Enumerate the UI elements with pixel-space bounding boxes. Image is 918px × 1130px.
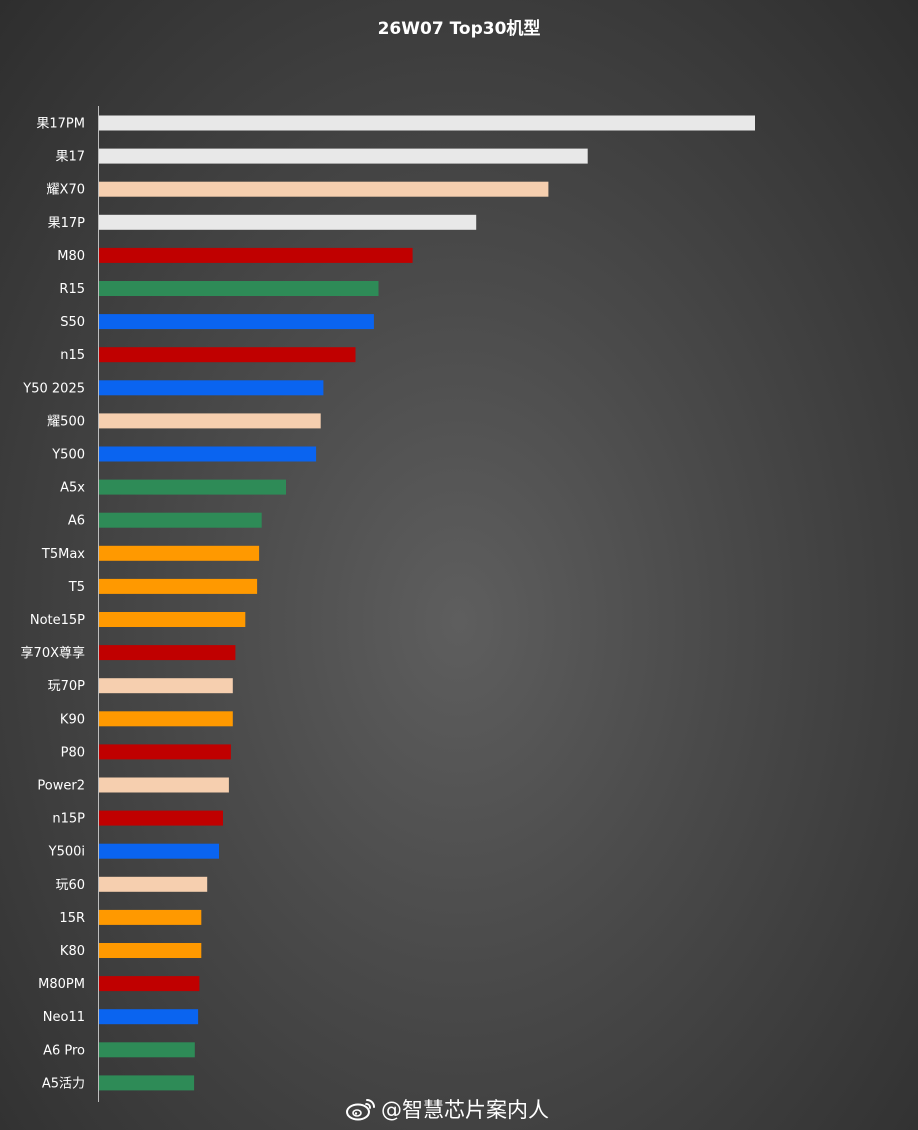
bar [99,446,317,462]
watermark-text: @智慧芯片案内人 [381,1098,549,1122]
bar [99,843,219,859]
bar [99,578,258,594]
category-label: A6 Pro [43,1043,85,1058]
category-label: S50 [60,315,85,330]
category-label: K80 [60,944,85,959]
bar [99,512,262,528]
bar [99,1009,199,1025]
category-label: 享70X尊享 [21,645,85,661]
bar [99,314,374,330]
bar [99,876,208,892]
bars-layer [99,115,755,1091]
weibo-icon [346,1099,375,1121]
category-label: M80PM [38,977,85,992]
bar [99,247,413,263]
category-label: Y500i [48,845,85,860]
category-label: 果17PM [36,117,85,132]
category-label: R15 [59,282,85,297]
bar [99,810,223,826]
category-label: Neo11 [43,1010,85,1025]
bar [99,777,229,793]
bar [99,148,588,164]
category-label: 果17 [55,150,85,165]
category-label: T5Max [41,547,85,562]
bar [99,115,755,131]
bar [99,678,233,694]
bar [99,711,233,727]
bar [99,612,246,627]
category-label: 15R [59,911,85,926]
category-label: n15P [52,812,85,827]
bar [99,1042,195,1058]
category-label: K90 [60,712,85,727]
bar [99,413,321,429]
watermark: @智慧芯片案内人 [345,1094,549,1124]
category-label: 耀X70 [47,183,85,198]
chart-title: 26W07 Top30机型 [377,19,541,39]
bar [99,545,260,561]
category-label: A5活力 [42,1076,85,1091]
bar [99,943,202,958]
category-label: 玩60 [55,878,85,893]
bar [99,744,231,760]
category-label: P80 [61,745,85,760]
category-label: A6 [68,514,85,529]
bar [99,214,477,230]
bar [99,645,236,661]
category-label: A5x [60,481,85,496]
category-label: Note15P [30,613,85,628]
category-label: Y50 2025 [22,381,85,396]
category-label: 耀500 [47,414,85,429]
category-label: M80 [57,249,85,264]
category-label: Power2 [37,779,85,794]
category-label: n15 [60,348,85,363]
bar [99,479,286,495]
bar [99,976,200,992]
category-labels: 果17PM 果17 耀X70 果17P M80 R15 S50 n15 Y50 2025 耀500… [21,117,86,1092]
bar [99,181,549,197]
category-label: 果17P [48,216,86,231]
bar [99,281,379,296]
bar [99,909,202,925]
category-label: 玩70P [48,679,86,694]
bar [99,347,356,363]
category-label: Y500 [51,448,85,463]
bar [99,1075,195,1091]
category-label: T5 [68,580,85,595]
bar [99,380,324,396]
